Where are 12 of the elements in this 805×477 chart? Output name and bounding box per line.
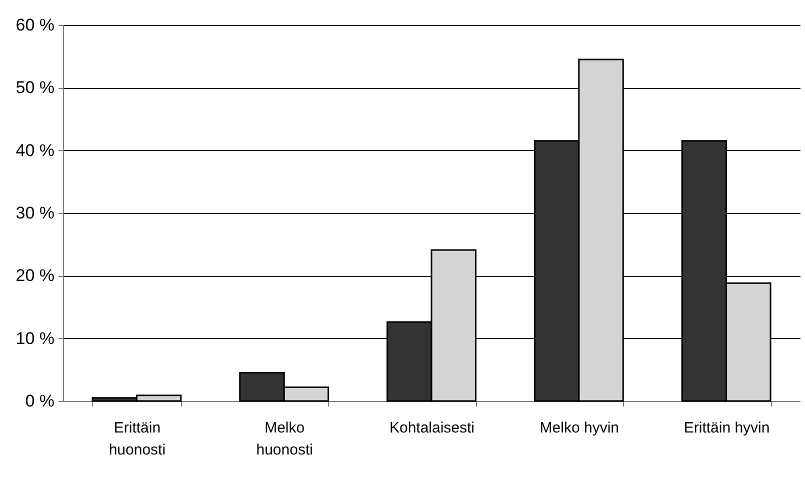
y-tick-label: 0 % [25,392,54,410]
x-tick-label: Melko huonosti [256,420,313,458]
y-tick-label: 20 % [16,266,54,286]
y-tick-label: 10 % [16,328,54,348]
y-tick-label: 60 % [16,16,54,34]
x-tick-label: Kohtalaisesti [389,420,475,436]
x-tick-label: Melko hyvin [540,420,619,436]
y-tick-label: 50 % [16,78,54,98]
y-tick-label: 40 % [16,140,54,160]
x-tick-label: Erittäin hyvin [684,420,770,436]
x-tick-label: Erittäin huonosti [108,420,166,458]
y-tick-label: 30 % [16,204,54,222]
